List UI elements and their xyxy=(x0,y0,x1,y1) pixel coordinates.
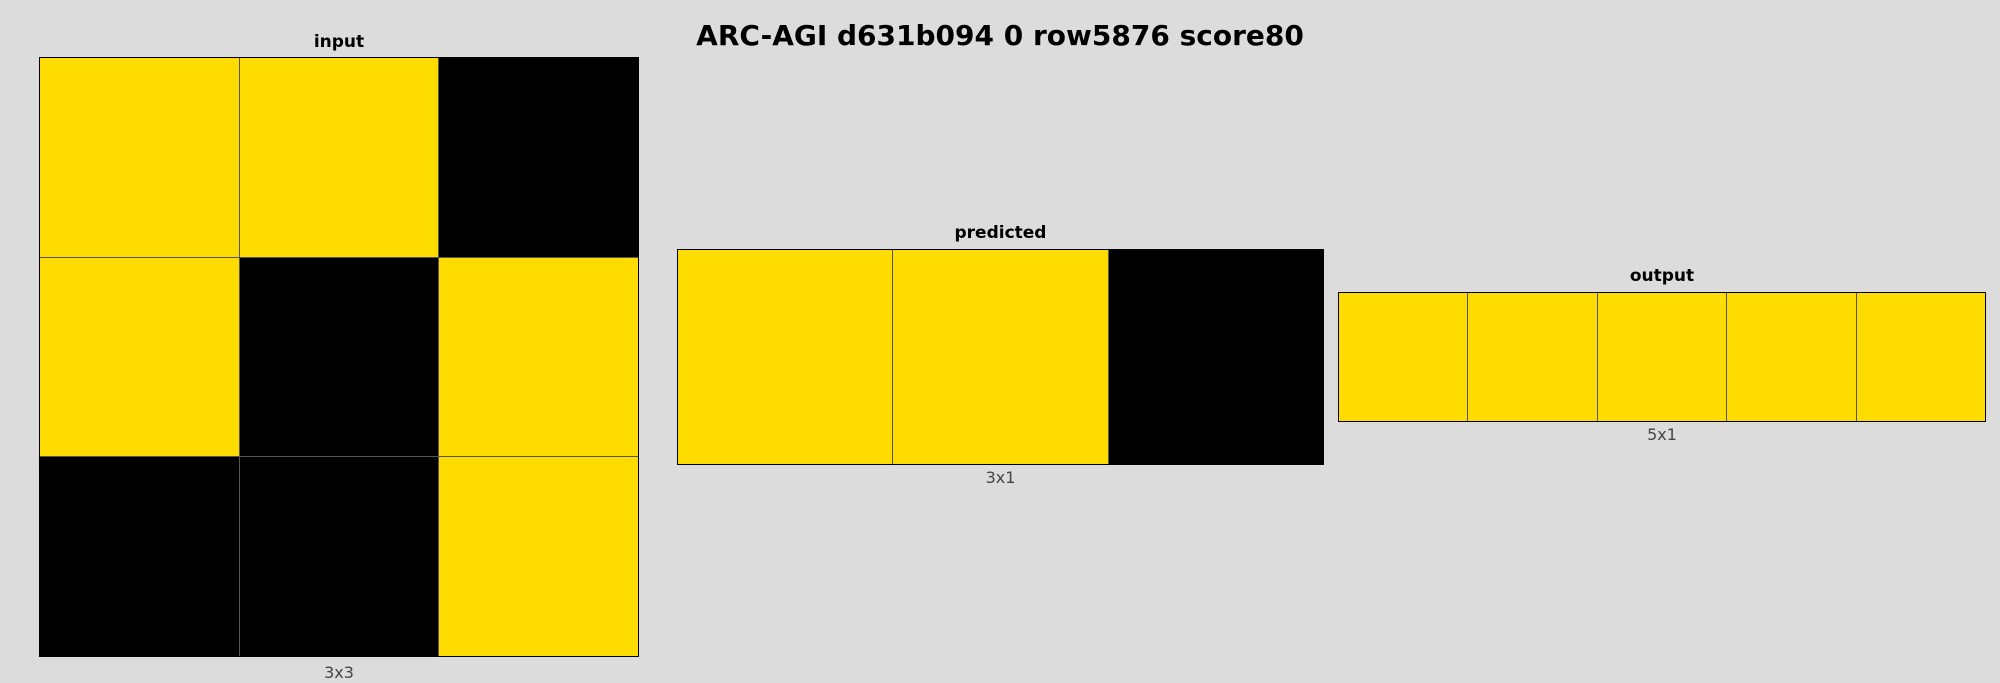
input-panel-title: input xyxy=(313,32,365,52)
page-title: ARC-AGI d631b094 0 row5876 score80 xyxy=(696,19,1304,52)
output-cell-r0-c1 xyxy=(1468,293,1597,421)
input-cell-r2-c2 xyxy=(439,457,638,656)
output-dims-label: 5x1 xyxy=(1647,425,1677,444)
predicted-dims-label: 3x1 xyxy=(985,468,1016,487)
input-grid xyxy=(39,57,639,657)
predicted-grid xyxy=(677,249,1324,465)
input-cell-r0-c1 xyxy=(239,58,439,257)
predicted-cell-r0-c0 xyxy=(678,250,893,464)
output-panel: output 5x1 xyxy=(1338,266,1986,446)
input-cell-r1-c1 xyxy=(239,257,439,457)
predicted-cell-r0-c2 xyxy=(1108,250,1323,464)
input-cell-r0-c2 xyxy=(439,58,638,257)
input-cell-r2-c1 xyxy=(239,457,439,656)
output-cell-r0-c2 xyxy=(1597,293,1727,421)
output-cell-r0-c4 xyxy=(1856,293,1985,421)
input-cell-r2-c0 xyxy=(40,457,239,656)
output-grid xyxy=(1338,292,1986,422)
output-cell-r0-c3 xyxy=(1727,293,1856,421)
output-cell-r0-c0 xyxy=(1339,293,1468,421)
input-dims-label: 3x3 xyxy=(324,663,354,682)
output-panel-title: output xyxy=(1629,266,1695,286)
input-cell-r1-c2 xyxy=(439,257,638,457)
predicted-cell-r0-c1 xyxy=(893,250,1108,464)
input-cell-r0-c0 xyxy=(40,58,239,257)
predicted-panel: predicted 3x1 xyxy=(677,223,1324,493)
input-cell-r1-c0 xyxy=(40,257,239,457)
predicted-panel-title: predicted xyxy=(954,223,1047,243)
input-panel: input 3x3 xyxy=(39,32,639,682)
